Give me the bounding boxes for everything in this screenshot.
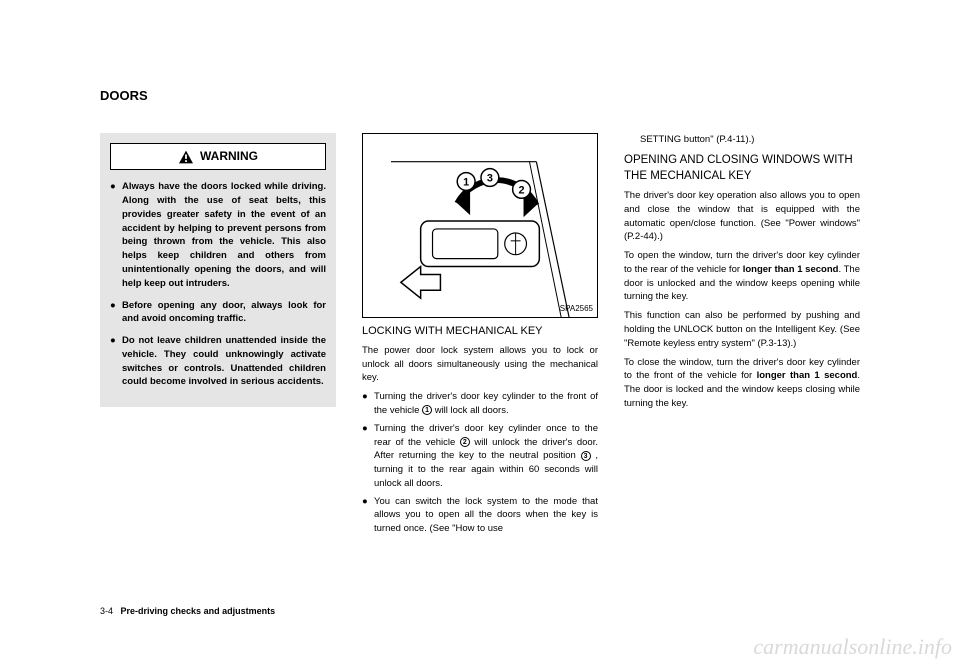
list-item: ● You can switch the lock system to the … [362,495,598,536]
page-number: 3-4 [100,606,113,616]
warning-item: ●Always have the doors locked while driv… [110,180,326,290]
warning-triangle-icon [178,150,194,164]
windows-p3: This function can also be performed by p… [624,309,860,350]
column-2: 1 2 3 SPA2565 LOCKING WITH MECHANICAL KE… [362,133,598,540]
figure-code: SPA2565 [560,303,593,315]
locking-mechanical-heading: LOCKING WITH MECHANICAL KEY [362,324,598,340]
list-item: ● Turning the driver's door key cylinder… [362,390,598,418]
svg-text:1: 1 [463,176,469,188]
door-lock-illustration-icon: 1 2 3 [363,134,597,317]
column-3: SETTING button" (P.4-11).) OPENING AND C… [624,133,860,540]
warning-box: WARNING ●Always have the doors locked wh… [100,133,336,407]
list-item: ● Turning the driver's door key cylinder… [362,422,598,491]
locking-bullet-list: ● Turning the driver's door key cylinder… [362,390,598,536]
warning-label: WARNING [200,148,258,165]
svg-text:2: 2 [519,184,525,196]
windows-p1: The driver's door key operation also all… [624,189,860,244]
manual-page: DOORS WARNING ●Always have the doors loc… [0,0,960,664]
section-title: DOORS [100,88,900,103]
footer-title: Pre-driving checks and adjustments [121,606,276,616]
svg-text:3: 3 [487,172,493,184]
opening-closing-heading: OPENING AND CLOSING WINDOWS WITH THE MEC… [624,152,860,185]
warning-list: ●Always have the doors locked while driv… [110,180,326,389]
warning-item: ●Do not leave children unattended inside… [110,334,326,389]
page-footer: 3-4 Pre-driving checks and adjustments [100,606,275,616]
column-1: WARNING ●Always have the doors locked wh… [100,133,336,540]
setting-button-cont: SETTING button" (P.4-11).) [624,133,860,147]
door-lock-figure: 1 2 3 SPA2565 [362,133,598,318]
warning-item: ●Before opening any door, always look fo… [110,299,326,327]
watermark: carmanualsonline.info [753,634,952,660]
warning-header: WARNING [110,143,326,170]
three-column-layout: WARNING ●Always have the doors locked wh… [100,133,900,540]
locking-intro: The power door lock system allows you to… [362,344,598,385]
windows-p4: To close the window, turn the driver's d… [624,356,860,411]
windows-p2: To open the window, turn the driver's do… [624,249,860,304]
